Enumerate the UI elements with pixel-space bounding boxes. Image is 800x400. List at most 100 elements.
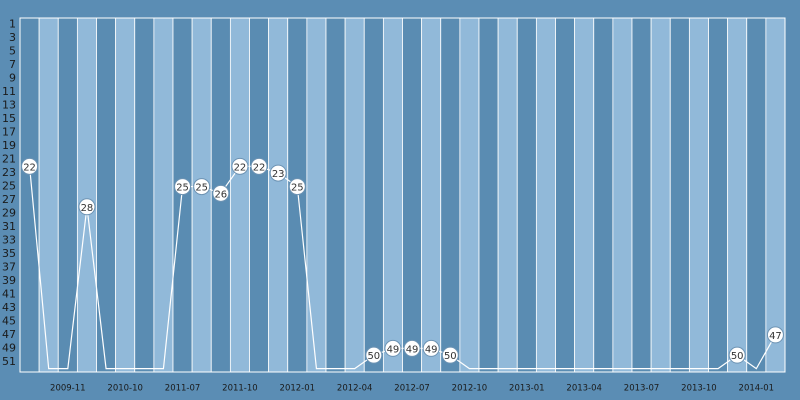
column-stripe bbox=[19, 17, 40, 373]
x-tick-label: 2012-04 bbox=[337, 384, 373, 394]
column-stripe bbox=[382, 17, 403, 373]
value-label: 26 bbox=[214, 189, 227, 200]
value-label: 25 bbox=[291, 183, 304, 194]
x-tick-label: 2011-07 bbox=[165, 384, 201, 394]
column-stripe bbox=[516, 17, 537, 373]
point-marker bbox=[174, 178, 192, 196]
column-stripe bbox=[38, 17, 59, 373]
point-marker bbox=[269, 164, 287, 182]
column-stripe bbox=[574, 17, 595, 373]
y-tick-label: 37 bbox=[2, 260, 16, 273]
column-stripe bbox=[268, 17, 289, 373]
x-tick-label: 2013-10 bbox=[681, 384, 717, 394]
y-tick-label: 15 bbox=[2, 112, 16, 125]
column-stripe bbox=[669, 17, 690, 373]
value-label: 25 bbox=[176, 183, 189, 194]
value-label: 49 bbox=[406, 344, 419, 355]
value-label: 22 bbox=[234, 162, 247, 173]
y-tick-label: 21 bbox=[2, 153, 16, 166]
x-tick-label: 2009-11 bbox=[50, 384, 86, 394]
value-label: 47 bbox=[769, 331, 782, 342]
column-stripe bbox=[115, 17, 136, 373]
column-stripe bbox=[555, 17, 576, 373]
y-tick-label: 9 bbox=[9, 72, 16, 85]
x-tick-label: 2013-07 bbox=[624, 384, 660, 394]
value-label: 50 bbox=[367, 351, 380, 362]
column-stripe bbox=[765, 17, 786, 373]
value-label: 22 bbox=[253, 162, 266, 173]
x-tick-label: 2010-10 bbox=[107, 384, 143, 394]
column-stripe bbox=[478, 17, 499, 373]
y-tick-label: 23 bbox=[2, 166, 16, 179]
column-stripe bbox=[688, 17, 709, 373]
column-stripe bbox=[229, 17, 250, 373]
x-tick-label: 2012-07 bbox=[394, 384, 430, 394]
column-stripe bbox=[708, 17, 729, 373]
y-tick-label: 19 bbox=[2, 139, 16, 152]
y-tick-label: 3 bbox=[9, 31, 16, 44]
column-stripe bbox=[459, 17, 480, 373]
x-tick-label: 2012-10 bbox=[452, 384, 488, 394]
point-marker bbox=[193, 178, 211, 196]
y-tick-label: 25 bbox=[2, 180, 16, 193]
x-tick-label: 2012-01 bbox=[280, 384, 316, 394]
y-tick-label: 51 bbox=[2, 355, 16, 368]
column-stripe bbox=[306, 17, 327, 373]
value-label: 22 bbox=[23, 162, 36, 173]
line bbox=[28, 165, 776, 370]
column-stripe bbox=[57, 17, 78, 373]
point-marker bbox=[78, 198, 96, 216]
point-marker bbox=[231, 157, 249, 175]
value-label: 23 bbox=[272, 169, 285, 180]
value-label: 28 bbox=[81, 203, 94, 214]
point-marker bbox=[21, 157, 39, 175]
x-tick-label: 2014-01 bbox=[739, 384, 775, 394]
value-label: 49 bbox=[425, 344, 438, 355]
y-tick-label: 33 bbox=[2, 234, 16, 247]
column-stripe bbox=[746, 17, 767, 373]
y-tick-label: 43 bbox=[2, 301, 16, 314]
point-marker bbox=[441, 346, 459, 364]
value-label: 25 bbox=[195, 183, 208, 194]
y-tick-label: 5 bbox=[9, 45, 16, 58]
column-stripe bbox=[402, 17, 423, 373]
column-stripe bbox=[421, 17, 442, 373]
y-tick-label: 41 bbox=[2, 287, 16, 300]
point-marker bbox=[766, 326, 784, 344]
y-tick-label: 17 bbox=[2, 126, 16, 139]
column-stripe bbox=[440, 17, 461, 373]
x-tick-label: 2013-01 bbox=[509, 384, 545, 394]
y-tick-label: 11 bbox=[2, 85, 16, 98]
column-stripe bbox=[363, 17, 384, 373]
column-stripe bbox=[344, 17, 365, 373]
value-label: 49 bbox=[387, 344, 400, 355]
point-marker bbox=[212, 184, 230, 202]
y-tick-label: 31 bbox=[2, 220, 16, 233]
y-tick-label: 45 bbox=[2, 314, 16, 327]
column-stripe bbox=[325, 17, 346, 373]
value-label: 50 bbox=[731, 351, 744, 362]
column-stripe bbox=[153, 17, 174, 373]
point-marker bbox=[422, 339, 440, 357]
y-tick-label: 39 bbox=[2, 274, 16, 287]
column-stripe bbox=[593, 17, 614, 373]
column-stripe bbox=[249, 17, 270, 373]
y-tick-label: 27 bbox=[2, 193, 16, 206]
column-stripe bbox=[727, 17, 748, 373]
y-tick-label: 29 bbox=[2, 207, 16, 220]
y-tick-label: 13 bbox=[2, 99, 16, 112]
column-stripe bbox=[76, 17, 97, 373]
point-marker bbox=[403, 339, 421, 357]
point-marker bbox=[728, 346, 746, 364]
column-stripe bbox=[650, 17, 671, 373]
y-tick-label: 49 bbox=[2, 341, 16, 354]
point-marker bbox=[250, 157, 268, 175]
y-tick-label: 35 bbox=[2, 247, 16, 260]
column-stripe bbox=[612, 17, 633, 373]
point-marker bbox=[384, 339, 402, 357]
point-marker bbox=[365, 346, 383, 364]
x-tick-label: 2013-04 bbox=[566, 384, 602, 394]
column-stripe bbox=[631, 17, 652, 373]
y-tick-label: 47 bbox=[2, 328, 16, 341]
